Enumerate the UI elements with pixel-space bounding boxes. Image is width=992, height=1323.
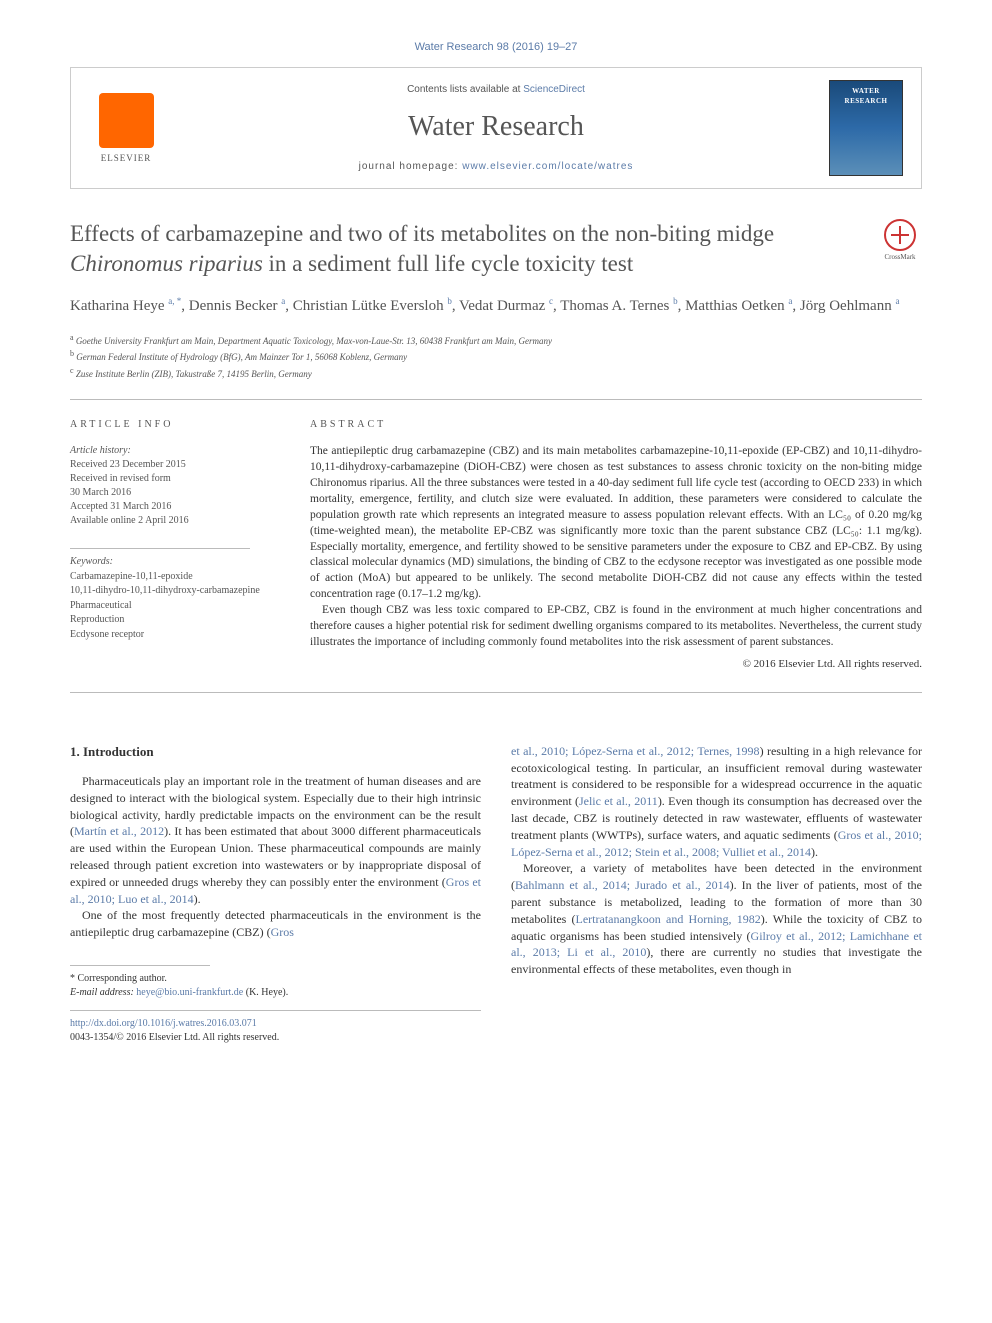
homepage-prefix: journal homepage: (359, 161, 463, 172)
history-heading: Article history: (70, 445, 131, 456)
homepage-link[interactable]: www.elsevier.com/locate/watres (462, 161, 633, 172)
abstract-p2: Even though CBZ was less toxic compared … (310, 603, 922, 651)
info-row: ARTICLE INFO Article history: Received 2… (70, 400, 922, 691)
email-link[interactable]: heye@bio.uni-frankfurt.de (136, 987, 243, 998)
elsevier-label: ELSEVIER (101, 152, 152, 165)
homepage-line: journal homepage: www.elsevier.com/locat… (183, 160, 809, 174)
title-block: Effects of carbamazepine and two of its … (70, 219, 922, 279)
footer-divider (70, 965, 210, 966)
body-column-left: 1. Introduction Pharmaceuticals play an … (70, 743, 481, 1045)
cover-label-top: WATER (852, 87, 880, 97)
email-suffix: (K. Heye). (243, 987, 288, 998)
keyword: Pharmaceutical (70, 600, 132, 611)
contents-line: Contents lists available at ScienceDirec… (183, 83, 809, 97)
cover-label-bottom: RESEARCH (845, 97, 888, 107)
contents-prefix: Contents lists available at (407, 84, 523, 95)
body-paragraph: Pharmaceuticals play an important role i… (70, 773, 481, 907)
keyword: Carbamazepine-10,11-epoxide (70, 571, 193, 582)
keyword: Reproduction (70, 614, 124, 625)
affiliations: a Goethe University Frankfurt am Main, D… (70, 332, 922, 382)
body-columns: 1. Introduction Pharmaceuticals play an … (70, 743, 922, 1045)
citation-header: Water Research 98 (2016) 19–27 (70, 40, 922, 55)
history-line: Received 23 December 2015 (70, 459, 186, 470)
history-line: 30 March 2016 (70, 487, 131, 498)
keyword: 10,11-dihydro-10,11-dihydroxy-carbamazep… (70, 585, 260, 596)
divider (70, 692, 922, 693)
affiliation-row: b German Federal Institute of Hydrology … (70, 348, 922, 365)
abstract-text: The antiepileptic drug carbamazepine (CB… (310, 444, 922, 671)
corresponding-author: * Corresponding author. (70, 972, 481, 986)
abstract-p1: The antiepileptic drug carbamazepine (CB… (310, 444, 922, 603)
email-label: E-mail address: (70, 987, 136, 998)
elsevier-tree-icon (99, 93, 154, 148)
footer-divider-full (70, 1010, 481, 1011)
affiliation-row: c Zuse Institute Berlin (ZIB), Takustraß… (70, 365, 922, 382)
journal-name: Water Research (183, 107, 809, 146)
abstract-label: ABSTRACT (310, 418, 922, 432)
keywords-divider (70, 548, 250, 549)
keywords-block: Keywords: Carbamazepine-10,11-epoxide 10… (70, 555, 280, 642)
affiliation-row: a Goethe University Frankfurt am Main, D… (70, 332, 922, 349)
body-paragraph: et al., 2010; López-Serna et al., 2012; … (511, 743, 922, 861)
author-list: Katharina Heye a, *, Dennis Becker a, Ch… (70, 295, 922, 318)
section-heading: 1. Introduction (70, 743, 481, 761)
article-title: Effects of carbamazepine and two of its … (70, 219, 858, 279)
email-line: E-mail address: heye@bio.uni-frankfurt.d… (70, 986, 481, 1000)
abstract-copyright: © 2016 Elsevier Ltd. All rights reserved… (310, 657, 922, 672)
crossmark-icon (884, 219, 916, 251)
banner-center: Contents lists available at ScienceDirec… (183, 83, 809, 174)
history-line: Accepted 31 March 2016 (70, 501, 171, 512)
journal-cover-thumbnail: WATER RESEARCH (829, 80, 903, 176)
issn-line: 0043-1354/© 2016 Elsevier Ltd. All right… (70, 1031, 481, 1045)
doi-link[interactable]: http://dx.doi.org/10.1016/j.watres.2016.… (70, 1018, 257, 1029)
footer-block: * Corresponding author. E-mail address: … (70, 965, 481, 1045)
history-line: Available online 2 April 2016 (70, 515, 189, 526)
body-column-right: et al., 2010; López-Serna et al., 2012; … (511, 743, 922, 1045)
crossmark-label: CrossMark (884, 253, 915, 263)
crossmark-badge[interactable]: CrossMark (878, 219, 922, 263)
keywords-heading: Keywords: (70, 556, 113, 567)
body-paragraph: One of the most frequently detected phar… (70, 907, 481, 941)
publisher-banner: ELSEVIER Contents lists available at Sci… (70, 67, 922, 189)
history-line: Received in revised form (70, 473, 171, 484)
keyword: Ecdysone receptor (70, 629, 144, 640)
abstract-column: ABSTRACT The antiepileptic drug carbamaz… (310, 418, 922, 671)
article-info-label: ARTICLE INFO (70, 418, 280, 432)
elsevier-logo: ELSEVIER (89, 88, 163, 168)
history-block: Article history: Received 23 December 20… (70, 444, 280, 528)
sciencedirect-link[interactable]: ScienceDirect (523, 84, 585, 95)
body-paragraph: Moreover, a variety of metabolites have … (511, 860, 922, 978)
article-info-column: ARTICLE INFO Article history: Received 2… (70, 418, 280, 671)
page: Water Research 98 (2016) 19–27 ELSEVIER … (0, 0, 992, 1085)
